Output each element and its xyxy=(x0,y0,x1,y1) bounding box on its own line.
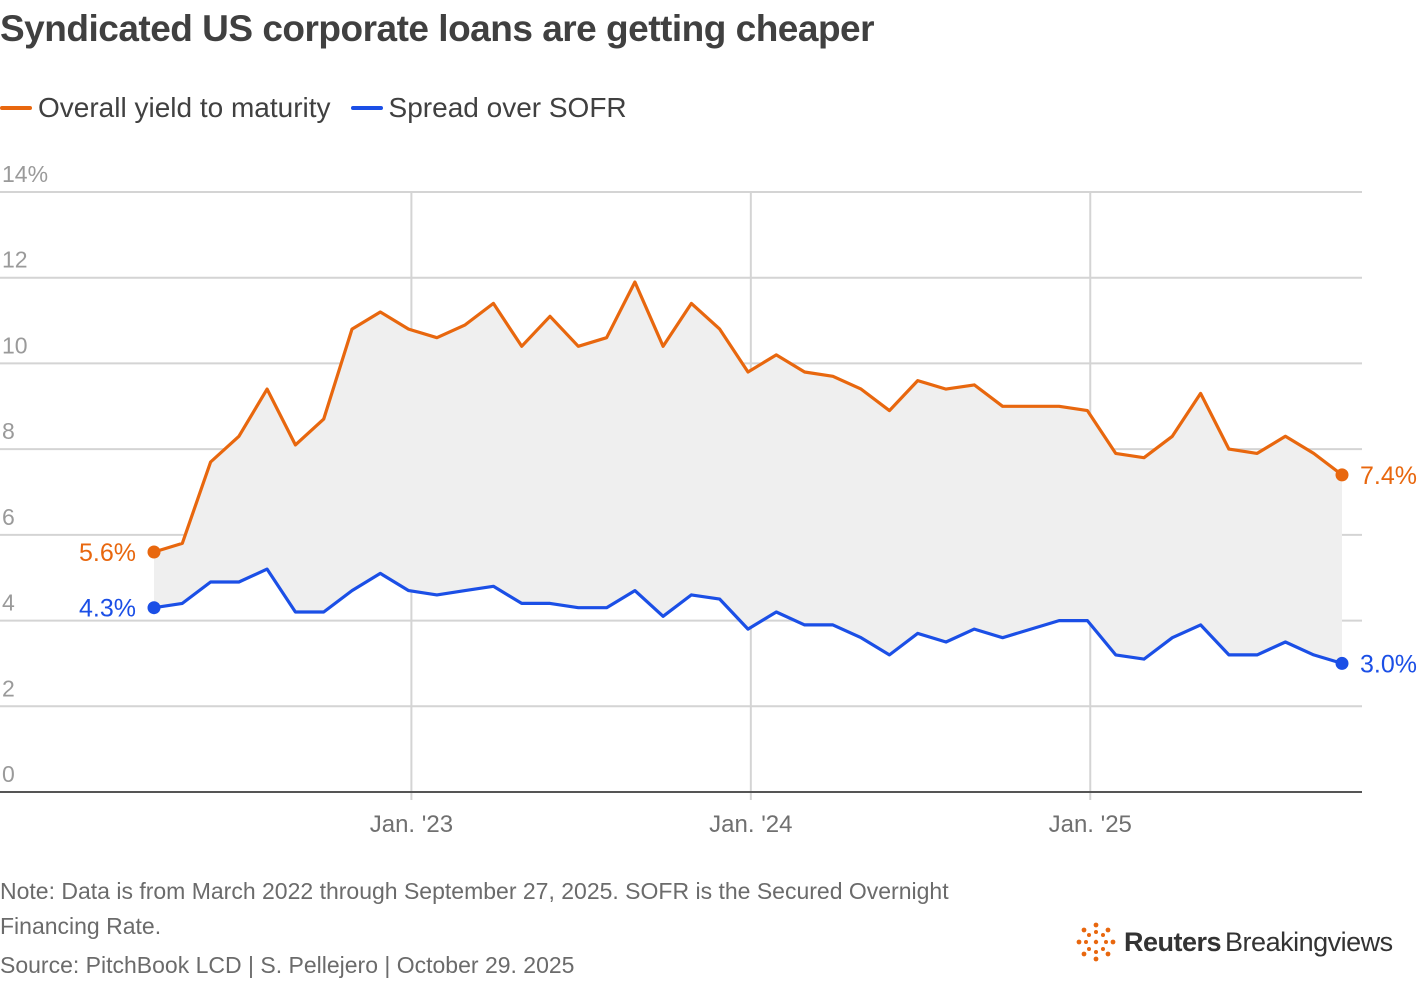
series-end-dot xyxy=(1335,468,1349,482)
series-end-label: 7.4% xyxy=(1360,462,1417,490)
legend: Overall yield to maturity Spread over SO… xyxy=(0,92,647,124)
chart-title: Syndicated US corporate loans are gettin… xyxy=(0,8,875,49)
line-chart: 0 2 4 6 8 10 12 14% Jan. '23 Jan. '24 Jan. '25 5.6%… xyxy=(0,161,1417,838)
y-tick-label: 14% xyxy=(2,161,48,187)
x-tick-label: Jan. '23 xyxy=(370,811,453,838)
legend-swatch-spread xyxy=(350,106,383,110)
chart-source: Source: PitchBook LCD | S. Pellejero | O… xyxy=(0,952,575,978)
series-start-dot xyxy=(147,545,161,559)
series-start-label: 5.6% xyxy=(79,539,136,567)
y-tick-label: 6 xyxy=(2,504,15,530)
legend-label-yield: Overall yield to maturity xyxy=(38,92,331,123)
series-end-dot xyxy=(1335,656,1349,670)
chart-note: Note: Data is from March 2022 through Se… xyxy=(0,878,949,939)
series-line-spread xyxy=(152,567,1344,666)
x-tick-label: Jan. '24 xyxy=(709,811,792,838)
y-tick-label: 0 xyxy=(2,761,15,787)
legend-label-spread: Spread over SOFR xyxy=(388,92,627,123)
y-tick-label: 12 xyxy=(2,247,28,273)
brand-logo: Reuters Breakingviews xyxy=(1076,922,1393,962)
series-line-yield xyxy=(152,280,1344,554)
legend-item-spread: Spread over SOFR xyxy=(350,92,627,124)
series-start-dot xyxy=(147,601,161,615)
y-tick-label: 2 xyxy=(2,675,15,701)
x-tick-label: Jan. '25 xyxy=(1049,811,1132,838)
y-tick-label: 4 xyxy=(2,590,15,616)
series-start-label: 4.3% xyxy=(79,595,136,623)
brand-sub: Breakingviews xyxy=(1225,926,1393,957)
y-tick-label: 10 xyxy=(2,332,28,358)
shaded-area-between-series xyxy=(154,282,1342,664)
series-end-label: 3.0% xyxy=(1360,650,1417,678)
legend-swatch-yield xyxy=(0,106,32,110)
reuters-logo-icon xyxy=(1076,922,1116,962)
y-tick-label: 8 xyxy=(2,418,15,444)
brand-name: Reuters xyxy=(1124,926,1222,957)
legend-item-yield: Overall yield to maturity xyxy=(0,92,331,124)
